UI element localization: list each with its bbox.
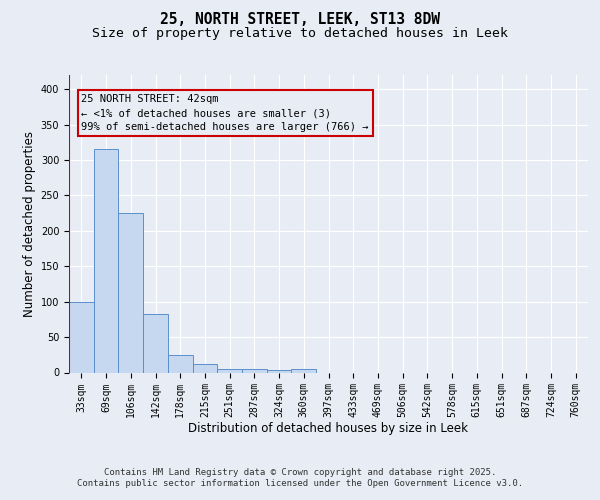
Bar bbox=[168, 355, 193, 372]
Y-axis label: Number of detached properties: Number of detached properties bbox=[23, 130, 37, 317]
Text: 25 NORTH STREET: 42sqm
← <1% of detached houses are smaller (3)
99% of semi-deta: 25 NORTH STREET: 42sqm ← <1% of detached… bbox=[82, 94, 369, 132]
Text: Contains HM Land Registry data © Crown copyright and database right 2025.
Contai: Contains HM Land Registry data © Crown c… bbox=[77, 468, 523, 487]
Bar bbox=[267, 370, 292, 372]
Bar bbox=[94, 150, 118, 372]
Bar bbox=[242, 369, 267, 372]
X-axis label: Distribution of detached houses by size in Leek: Distribution of detached houses by size … bbox=[188, 422, 469, 434]
Text: 25, NORTH STREET, LEEK, ST13 8DW: 25, NORTH STREET, LEEK, ST13 8DW bbox=[160, 12, 440, 28]
Bar bbox=[143, 314, 168, 372]
Bar bbox=[292, 369, 316, 372]
Text: Size of property relative to detached houses in Leek: Size of property relative to detached ho… bbox=[92, 28, 508, 40]
Bar bbox=[69, 302, 94, 372]
Bar bbox=[217, 369, 242, 372]
Bar bbox=[193, 364, 217, 372]
Bar bbox=[118, 213, 143, 372]
